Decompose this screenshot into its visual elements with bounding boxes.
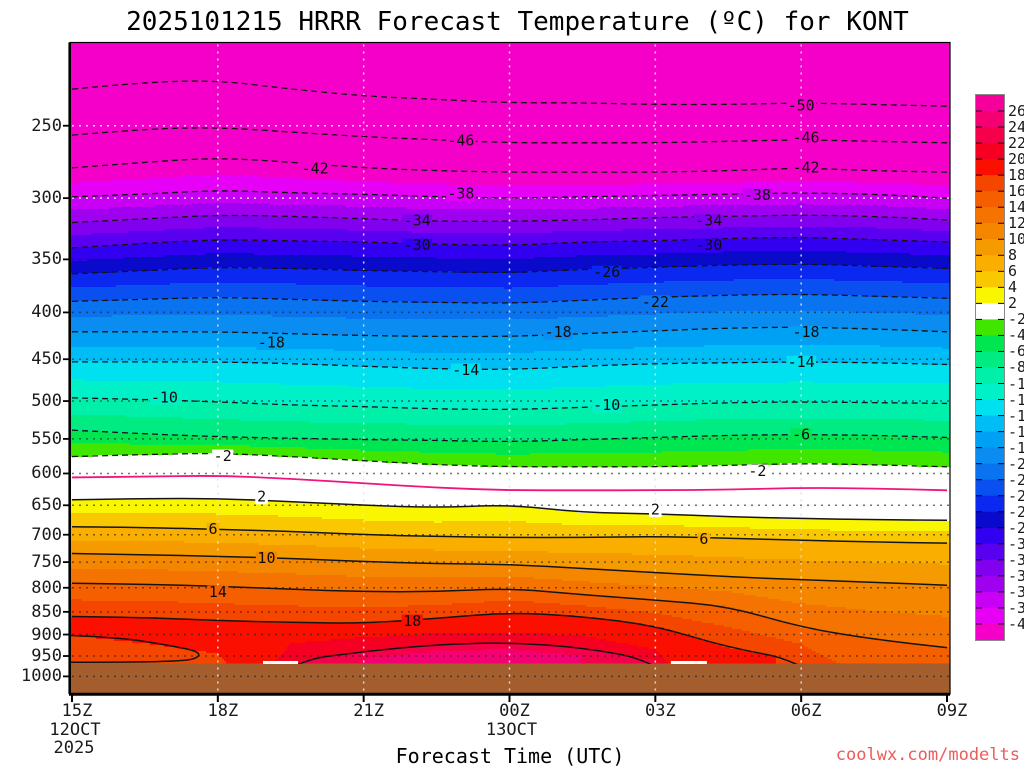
colorbar-tick-label: -6 <box>1008 342 1024 361</box>
pressure-tick-label: 650 <box>31 495 62 516</box>
colorbar-tick-label: -18 <box>1008 438 1024 457</box>
colorbar-tick-label: -2 <box>1008 310 1024 329</box>
time-tick-label: 18Z <box>207 701 239 721</box>
time-tick-label: 15Z <box>61 701 93 721</box>
start-date-label: 12OCT <box>49 720 101 740</box>
colorbar-tick-label: 18 <box>1008 166 1024 185</box>
colorbar-tick-label: -10 <box>1008 374 1024 393</box>
colorbar-tick-label: -38 <box>1008 598 1024 617</box>
colorbar-tick-label: -32 <box>1008 550 1024 569</box>
colorbar-tick-label: 26 <box>1008 102 1024 121</box>
pressure-tick-label: 950 <box>31 646 62 667</box>
colorbar-tick-label: -4 <box>1008 326 1024 345</box>
time-tick-label: 21Z <box>353 701 385 721</box>
colorbar-tick-label: 24 <box>1008 118 1024 137</box>
colorbar-tick-label: -14 <box>1008 406 1024 425</box>
pressure-tick-label: 750 <box>31 552 62 573</box>
start-year-label: 2025 <box>53 738 95 758</box>
colorbar-tick-label: -36 <box>1008 582 1024 601</box>
pressure-tick-label: 350 <box>31 249 62 270</box>
pressure-tick-label: 600 <box>31 463 62 484</box>
time-tick-label: 00Z <box>499 701 530 721</box>
colorbar-tick-label: -22 <box>1008 470 1024 489</box>
pressure-tick-label: 400 <box>31 302 62 323</box>
colorbar-tick-label: 6 <box>1008 262 1018 281</box>
watermark-text: coolwx.com/modelts <box>835 745 1020 765</box>
colorbar-tick-label: 2 <box>1008 294 1018 313</box>
colorbar-tick-label: -8 <box>1008 358 1024 377</box>
time-tick-label: 09Z <box>936 701 968 721</box>
time-tick-label: 06Z <box>790 701 822 721</box>
colorbar-tick-label: -28 <box>1008 518 1024 537</box>
colorbar-tick-label: 4 <box>1008 278 1018 297</box>
pressure-tick-label: 250 <box>31 115 62 136</box>
colorbar-tick-label: -12 <box>1008 390 1024 409</box>
colorbar-tick-label: 12 <box>1008 214 1024 233</box>
colorbar-tick-label: -16 <box>1008 422 1024 441</box>
pressure-tick-label: 500 <box>31 391 62 412</box>
pressure-tick-label: 550 <box>31 428 62 449</box>
chart-title: 2025101215 HRRR Forecast Temperature (ºC… <box>126 7 909 37</box>
colorbar-tick-label: 22 <box>1008 134 1024 153</box>
colorbar-tick-label: -34 <box>1008 566 1024 585</box>
time-tick-label: 03Z <box>644 701 676 721</box>
pressure-tick-label: 800 <box>31 577 62 598</box>
pressure-tick-label: 900 <box>31 624 62 645</box>
pressure-tick-label: 1000 <box>21 666 62 687</box>
colorbar-tick-label: 16 <box>1008 182 1024 201</box>
colorbar-tick-label: -40 <box>1008 614 1024 633</box>
colorbar-tick-label: -30 <box>1008 534 1024 553</box>
pressure-tick-label: 300 <box>31 188 62 209</box>
colorbar-tick-label: -24 <box>1008 486 1024 505</box>
colorbar-tick-label: 14 <box>1008 198 1024 217</box>
mid-date-label: 13OCT <box>485 720 538 740</box>
colorbar-tick-label: -26 <box>1008 502 1024 521</box>
pressure-tick-label: 850 <box>31 601 62 622</box>
pressure-tick-label: 700 <box>31 524 62 545</box>
pressure-tick-label: 450 <box>31 349 62 370</box>
colorbar-tick-label: -20 <box>1008 454 1024 473</box>
colorbar-tick-label: 20 <box>1008 150 1024 169</box>
colorbar-tick-label: 8 <box>1008 246 1018 265</box>
colorbar-tick-label: 10 <box>1008 230 1024 249</box>
x-axis-title: Forecast Time (UTC) <box>395 744 625 768</box>
